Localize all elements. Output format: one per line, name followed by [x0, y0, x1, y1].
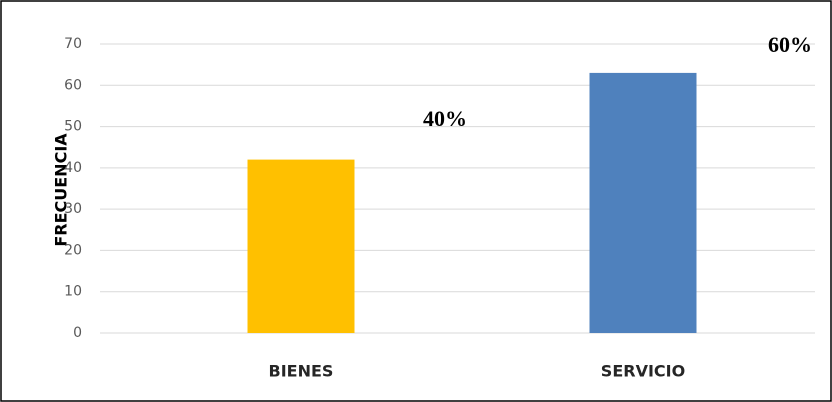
bar: [589, 72, 697, 334]
x-tick-label: SERVICIO: [601, 362, 685, 381]
annotation: 40%: [423, 106, 467, 131]
annotation: 60%: [768, 32, 812, 57]
y-tick-label: 0: [73, 325, 82, 341]
y-tick-label: 30: [64, 201, 82, 217]
y-tick-label: 70: [64, 36, 82, 52]
y-axis-label: FRECUENCIA: [52, 133, 71, 247]
bar: [247, 159, 355, 333]
x-tick-label: BIENES: [269, 362, 334, 381]
y-tick-label: 40: [64, 160, 82, 176]
y-tick-label: 20: [64, 242, 82, 258]
y-tick-label: 10: [64, 284, 82, 300]
y-tick-label: 50: [64, 119, 82, 135]
y-tick-label: 60: [64, 77, 82, 93]
